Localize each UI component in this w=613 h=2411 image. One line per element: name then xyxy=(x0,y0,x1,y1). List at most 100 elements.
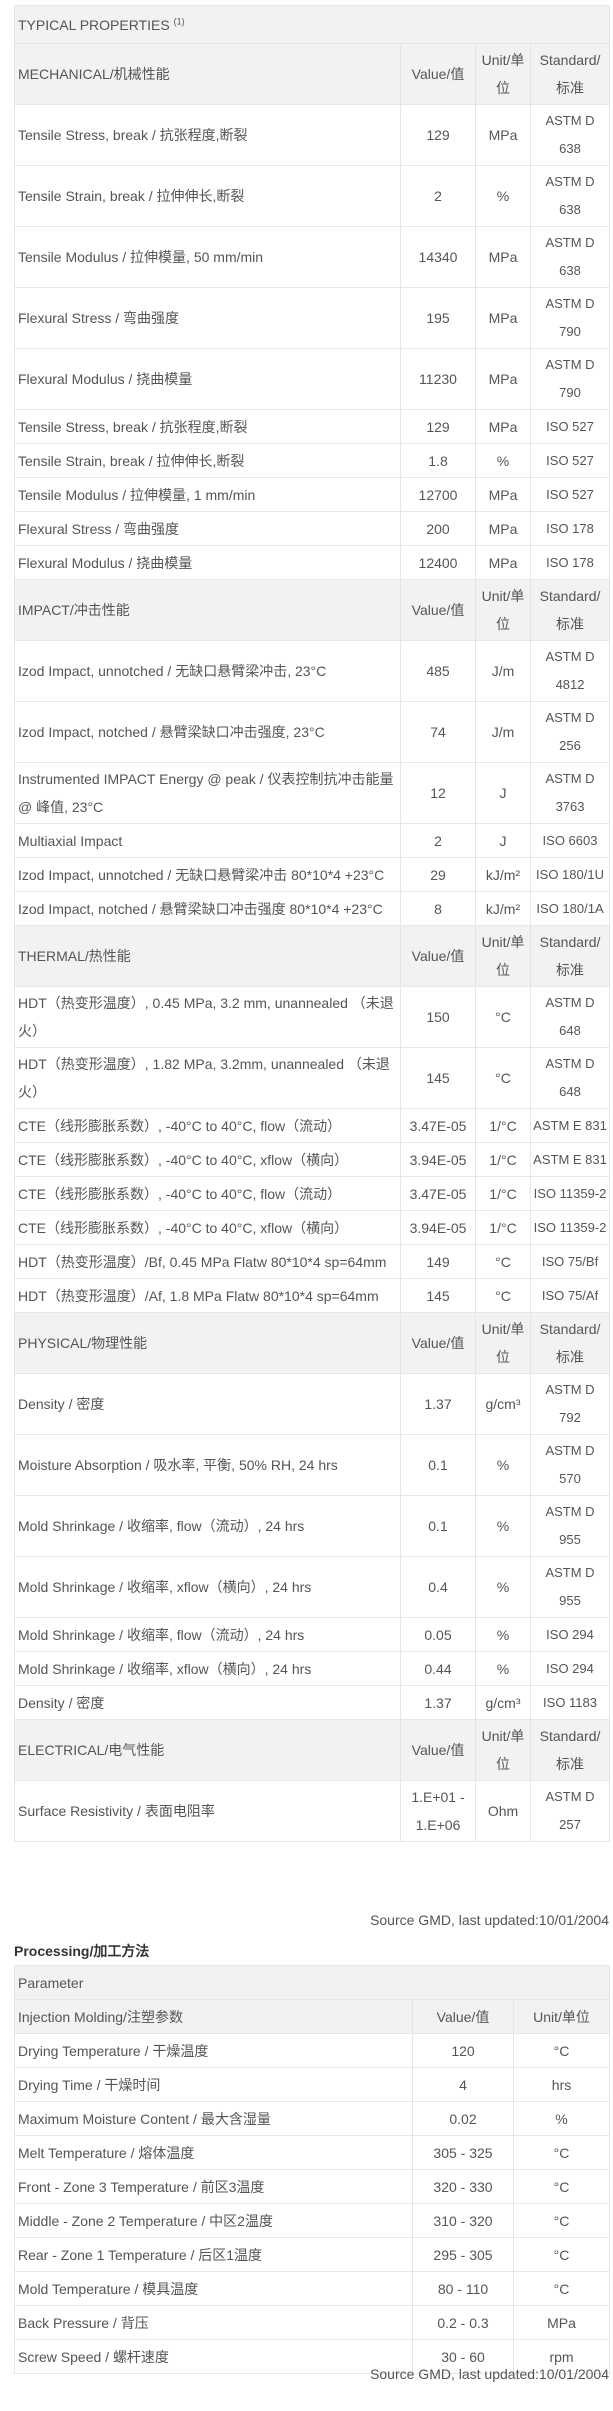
property-unit: J xyxy=(475,762,531,824)
property-name: Flexural Stress / 弯曲强度 xyxy=(14,287,401,349)
parameter-unit: °C xyxy=(512,2169,611,2204)
section-header-row: ELECTRICAL/电气性能 Value/值 Unit/单位 Standard/标准 xyxy=(14,1719,611,1781)
property-standard: ISO 75/Bf xyxy=(529,1244,611,1279)
table-row: Drying Time / 干燥时间 4 hrs xyxy=(14,2067,611,2102)
table-row: Flexural Modulus / 挠曲模量 12400 MPa ISO 178 xyxy=(14,545,611,580)
section-name: PHYSICAL/物理性能 xyxy=(14,1312,401,1374)
source-footer: Source GMD, last updated:10/01/2004 xyxy=(370,1912,609,1928)
property-standard: ISO 527 xyxy=(529,409,611,444)
parameter-unit: °C xyxy=(512,2033,611,2068)
parameter-unit: °C xyxy=(512,2237,611,2272)
section-header-row: PHYSICAL/物理性能 Value/值 Unit/单位 Standard/标准 xyxy=(14,1312,611,1374)
property-value: 3.47E-05 xyxy=(400,1176,476,1211)
property-unit: % xyxy=(475,1556,531,1618)
property-value: 74 xyxy=(400,701,476,763)
property-standard: ISO 180/1U xyxy=(529,857,611,892)
section-name: MECHANICAL/机械性能 xyxy=(14,43,401,105)
standard-header: Standard/标准 xyxy=(529,43,611,105)
property-name: CTE（线形膨胀系数）, -40°C to 40°C, flow（流动） xyxy=(14,1108,401,1143)
property-standard: ISO 178 xyxy=(529,545,611,580)
property-name: Mold Shrinkage / 收缩率, flow（流动）, 24 hrs xyxy=(14,1617,401,1652)
property-value: 150 xyxy=(400,986,476,1048)
property-unit: MPa xyxy=(475,104,531,166)
table-row: Melt Temperature / 熔体温度 305 - 325 °C xyxy=(14,2135,611,2170)
property-name: Tensile Modulus / 拉伸模量, 1 mm/min xyxy=(14,477,401,512)
property-name: Mold Shrinkage / 收缩率, flow（流动）, 24 hrs xyxy=(14,1495,401,1557)
property-standard: ASTM D 4812 xyxy=(529,640,611,702)
property-unit: J/m xyxy=(475,640,531,702)
parameter-unit: hrs xyxy=(512,2067,611,2102)
property-unit: MPa xyxy=(475,545,531,580)
property-unit: 1/°C xyxy=(475,1176,531,1211)
property-unit: g/cm³ xyxy=(475,1685,531,1720)
processing-title: Processing/加工方法 xyxy=(14,1943,150,1959)
table-row: HDT（热变形温度）, 0.45 MPa, 3.2 mm, unannealed… xyxy=(14,986,611,1048)
property-value: 195 xyxy=(400,287,476,349)
property-name: Tensile Strain, break / 拉伸伸长,断裂 xyxy=(14,165,401,227)
property-standard: ASTM D 955 xyxy=(529,1556,611,1618)
property-unit: % xyxy=(475,1434,531,1496)
property-unit: % xyxy=(475,1617,531,1652)
property-name: Tensile Stress, break / 抗张程度,断裂 xyxy=(14,409,401,444)
title-text: TYPICAL PROPERTIES xyxy=(18,16,170,33)
property-standard: ISO 75/Af xyxy=(529,1278,611,1313)
table-row: Tensile Modulus / 拉伸模量, 50 mm/min 14340 MP… xyxy=(14,226,611,288)
table-row: Izod Impact, unnotched / 无缺口悬臂梁冲击 80*10*… xyxy=(14,857,611,892)
property-value: 149 xyxy=(400,1244,476,1279)
property-name: Tensile Modulus / 拉伸模量, 50 mm/min xyxy=(14,226,401,288)
property-value: 2 xyxy=(400,823,476,858)
table-row: Maximum Moisture Content / 最大含湿量 0.02% xyxy=(14,2101,611,2136)
source-footer: Source GMD, last updated:10/01/2004 xyxy=(370,2366,609,2382)
parameter-unit: °C xyxy=(512,2271,611,2306)
property-name: HDT（热变形温度）, 1.82 MPa, 3.2mm, unannealed … xyxy=(14,1047,401,1109)
section-name: ELECTRICAL/电气性能 xyxy=(14,1719,401,1781)
table-row: Izod Impact, notched / 悬臂梁缺口冲击强度, 23°C 74… xyxy=(14,701,611,763)
table-row: CTE（线形膨胀系数）, -40°C to 40°C, xflow（横向） 3.9… xyxy=(14,1142,611,1177)
property-unit: °C xyxy=(475,1244,531,1279)
property-name: HDT（热变形温度）/Bf, 0.45 MPa Flatw 80*10*4 sp… xyxy=(14,1244,401,1279)
property-unit: MPa xyxy=(475,511,531,546)
property-standard: ISO 11359-2 xyxy=(529,1176,611,1211)
property-value: 11230 xyxy=(400,348,476,410)
table-row: Mold Shrinkage / 收缩率, flow（流动）, 24 hrs 0.… xyxy=(14,1617,611,1652)
unit-header: Unit/单位 xyxy=(475,579,531,641)
property-value: 29 xyxy=(400,857,476,892)
property-name: Moisture Absorption / 吸水率, 平衡, 50% RH, 2… xyxy=(14,1434,401,1496)
property-standard: ASTM D 638 xyxy=(529,226,611,288)
property-value: 3.47E-05 xyxy=(400,1108,476,1143)
table-row: CTE（线形膨胀系数）, -40°C to 40°C, xflow（横向） 3.9… xyxy=(14,1210,611,1245)
property-unit: MPa xyxy=(475,226,531,288)
table-row: Flexural Modulus / 挠曲模量 11230 MPa ASTM D 790 xyxy=(14,348,611,410)
parameter-unit: % xyxy=(512,2101,611,2136)
table-row: Density / 密度 1.37 g/cm³ ASTM D 792 xyxy=(14,1373,611,1435)
table-row: HDT（热变形温度）/Bf, 0.45 MPa Flatw 80*10*4 sp… xyxy=(14,1244,611,1279)
table-row: Back Pressure / 背压 0.2 - 0.3 MPa xyxy=(14,2305,611,2340)
property-standard: ASTM D 3763 xyxy=(529,762,611,824)
property-unit: kJ/m² xyxy=(475,857,531,892)
table-row: Instrumented IMPACT Energy @ peak / 仪表控制… xyxy=(14,762,611,824)
parameter-name: Mold Temperature / 模具温度 xyxy=(14,2271,413,2306)
table-row: Flexural Stress / 弯曲强度 195 MPa ASTM D 790 xyxy=(14,287,611,349)
typical-properties-table: TYPICAL PROPERTIES (1) MECHANICAL/机械性能 Va… xyxy=(13,5,611,1842)
property-value: 145 xyxy=(400,1047,476,1109)
property-standard: ISO 180/1A xyxy=(529,891,611,926)
property-unit: J xyxy=(475,823,531,858)
property-unit: J/m xyxy=(475,701,531,763)
table-row: Front - Zone 3 Temperature / 前区3温度 320 - … xyxy=(14,2169,611,2204)
property-unit: °C xyxy=(475,1047,531,1109)
parameter-value: 0.2 - 0.3 xyxy=(412,2305,514,2340)
property-name: Flexural Modulus / 挠曲模量 xyxy=(14,348,401,410)
property-name: Density / 密度 xyxy=(14,1373,401,1435)
property-value: 145 xyxy=(400,1278,476,1313)
parameter-name: Rear - Zone 1 Temperature / 后区1温度 xyxy=(14,2237,413,2272)
property-standard: ASTM D 648 xyxy=(529,1047,611,1109)
unit-header: Unit/单位 xyxy=(475,925,531,987)
parameter-name: Front - Zone 3 Temperature / 前区3温度 xyxy=(14,2169,413,2204)
section-header-row: MECHANICAL/机械性能 Value/值 Unit/单位 Standard/标准 xyxy=(14,43,611,105)
property-value: 129 xyxy=(400,409,476,444)
property-value: 485 xyxy=(400,640,476,702)
property-unit: °C xyxy=(475,986,531,1048)
parameter-unit: rpm xyxy=(512,2339,611,2374)
property-standard: ASTM D 570 xyxy=(529,1434,611,1496)
parameter-name: Middle - Zone 2 Temperature / 中区2温度 xyxy=(14,2203,413,2238)
